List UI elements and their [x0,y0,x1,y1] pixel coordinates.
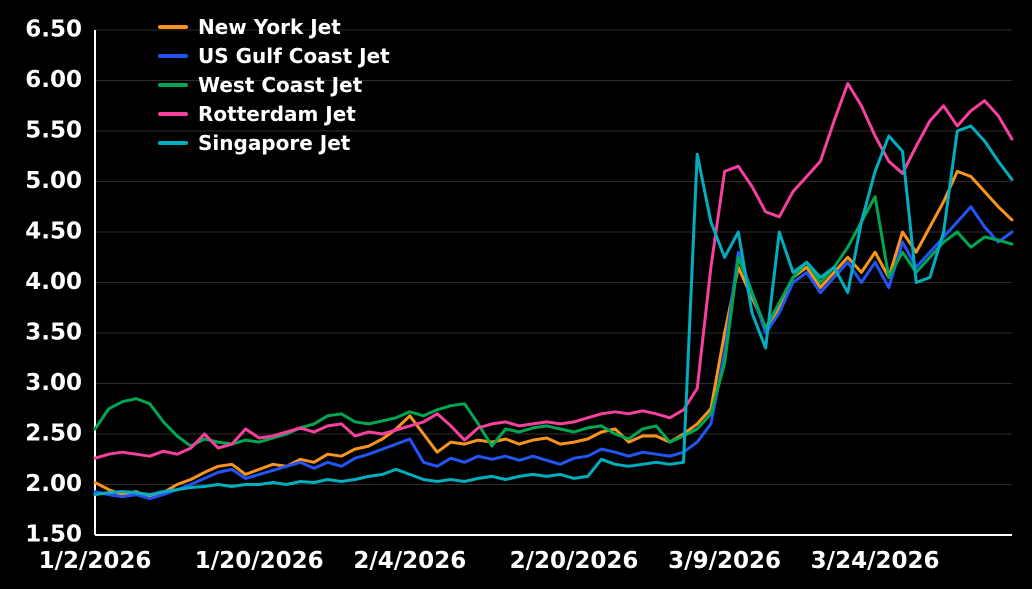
legend-item-us-gulf-coast-jet: US Gulf Coast Jet [158,45,390,67]
legend-line-swatch-west-coast-jet [158,83,188,87]
y-axis-tick-label: 6.50 [25,17,82,43]
legend-label-west-coast-jet: West Coast Jet [198,73,363,97]
y-axis-tick-label: 5.00 [25,168,82,194]
legend-line-swatch-us-gulf-coast-jet [158,54,188,58]
x-axis-tick-label: 1/20/2026 [195,548,324,574]
legend-label-singapore-jet: Singapore Jet [198,131,351,155]
legend-item-singapore-jet: Singapore Jet [158,132,390,154]
legend-item-west-coast-jet: West Coast Jet [158,74,390,96]
legend-item-rotterdam-jet: Rotterdam Jet [158,103,390,125]
y-axis-tick-label: 2.00 [25,471,82,497]
series-line-new-york-jet [93,169,1014,499]
y-axis-tick-label: 3.00 [25,370,82,396]
y-axis-tick-label: 1.50 [25,522,82,548]
x-axis-tick-label: 2/4/2026 [353,548,466,574]
series-line-west-coast-jet [93,195,1014,448]
y-axis-tick-label: 4.00 [25,269,82,295]
x-axis-tick-label: 3/24/2026 [811,548,940,574]
x-axis-tick-label: 3/9/2026 [668,548,781,574]
legend-line-swatch-new-york-jet [158,25,188,29]
series-line-us-gulf-coast-jet [93,205,1014,501]
x-axis-tick-label: 2/20/2026 [510,548,639,574]
legend-label-new-york-jet: New York Jet [198,15,341,39]
legend-label-us-gulf-coast-jet: US Gulf Coast Jet [198,44,390,68]
legend-item-new-york-jet: New York Jet [158,16,390,38]
y-axis-tick-label: 5.50 [25,118,82,144]
y-axis-tick-label: 3.50 [25,320,82,346]
y-axis-tick-label: 4.50 [25,219,82,245]
series-line-rotterdam-jet [93,82,1014,460]
legend-label-rotterdam-jet: Rotterdam Jet [198,102,356,126]
chart-legend: New York Jet US Gulf Coast Jet West Coast … [158,16,390,154]
y-axis-tick-label: 6.00 [25,67,82,93]
y-axis-tick-label: 2.50 [25,421,82,447]
x-axis-tick-label: 1/2/2026 [39,548,152,574]
legend-line-swatch-rotterdam-jet [158,112,188,116]
series-line-singapore-jet [93,124,1014,497]
legend-line-swatch-singapore-jet [158,141,188,145]
